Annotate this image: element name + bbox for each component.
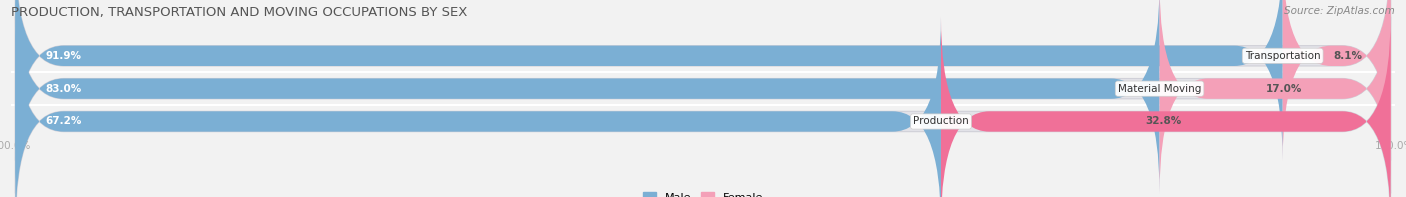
Legend: Male, Female: Male, Female [643,192,763,197]
FancyBboxPatch shape [15,0,1160,193]
Text: 32.8%: 32.8% [1144,116,1181,126]
Text: 91.9%: 91.9% [46,51,82,61]
Text: PRODUCTION, TRANSPORTATION AND MOVING OCCUPATIONS BY SEX: PRODUCTION, TRANSPORTATION AND MOVING OC… [11,6,468,19]
Text: Source: ZipAtlas.com: Source: ZipAtlas.com [1284,6,1395,16]
FancyBboxPatch shape [15,0,1391,193]
Text: 8.1%: 8.1% [1333,51,1362,61]
FancyBboxPatch shape [1282,0,1391,161]
Text: Transportation: Transportation [1244,51,1320,61]
FancyBboxPatch shape [15,0,1282,161]
Text: Material Moving: Material Moving [1118,84,1201,94]
FancyBboxPatch shape [15,17,1391,197]
FancyBboxPatch shape [15,17,941,197]
Text: 67.2%: 67.2% [46,116,82,126]
Text: 17.0%: 17.0% [1265,84,1302,94]
FancyBboxPatch shape [1160,0,1391,193]
Text: 83.0%: 83.0% [46,84,82,94]
Text: Production: Production [912,116,969,126]
FancyBboxPatch shape [941,17,1391,197]
FancyBboxPatch shape [15,0,1391,161]
